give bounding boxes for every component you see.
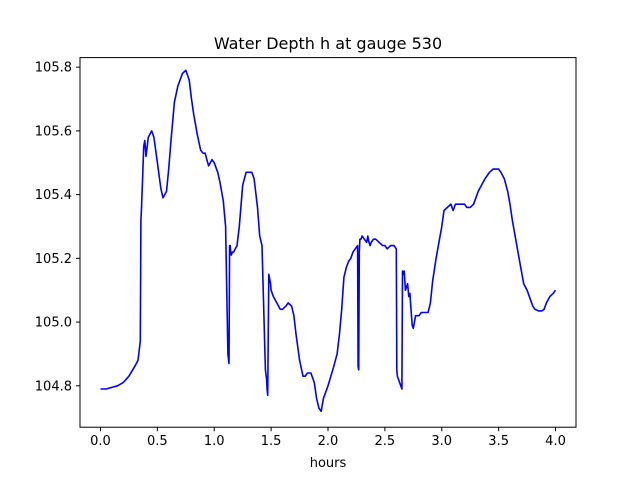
y-tick-label: 105.4 [35, 188, 72, 203]
x-tick-label: 4.0 [545, 434, 566, 449]
y-tick-label: 105.6 [35, 124, 72, 139]
y-tick-label: 105.0 [35, 316, 72, 331]
chart-title: Water Depth h at gauge 530 [214, 34, 442, 53]
y-tick-label: 104.8 [35, 379, 72, 394]
y-axis-ticks: 104.8 105.0 105.2 105.4 105.6 105.8 [35, 61, 80, 394]
plot-area-frame [79, 57, 577, 428]
x-axis-ticks: 0.0 0.5 1.0 1.5 2.0 2.5 3.0 3.5 4.0 [90, 427, 566, 449]
x-tick-label: 3.0 [431, 434, 452, 449]
x-tick-label: 0.0 [90, 434, 111, 449]
series-layer [100, 69, 557, 413]
y-tick-label: 105.8 [35, 61, 72, 76]
x-tick-label: 2.0 [318, 434, 339, 449]
y-tick-label: 105.2 [35, 252, 72, 267]
x-tick-label: 2.5 [375, 434, 396, 449]
x-axis-label: hours [310, 456, 347, 471]
x-tick-label: 3.5 [488, 434, 509, 449]
x-tick-label: 0.5 [147, 434, 168, 449]
x-tick-label: 1.0 [204, 434, 225, 449]
x-tick-label: 1.5 [261, 434, 282, 449]
water-depth-series-line [100, 69, 557, 413]
